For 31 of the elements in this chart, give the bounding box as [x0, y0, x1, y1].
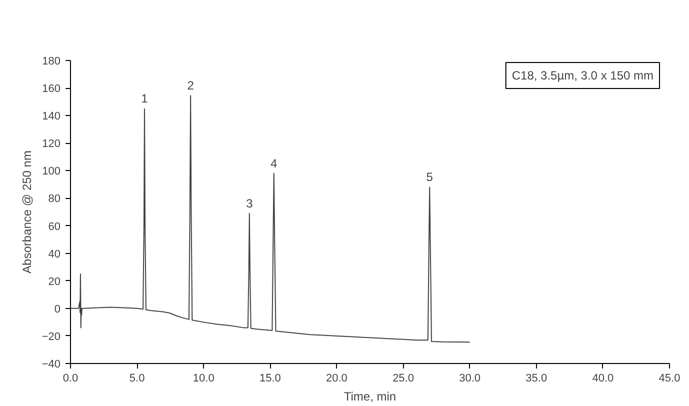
- x-axis-title: Time, min: [344, 390, 396, 404]
- x-tick-label: 45.0: [658, 372, 680, 384]
- x-tick-label: 20.0: [326, 372, 348, 384]
- y-tick-label: 140: [42, 110, 61, 123]
- y-axis-title: Absorbance @ 250 nm: [20, 150, 34, 274]
- x-tick-label: 40.0: [592, 372, 614, 384]
- x-tick-label: 35.0: [526, 372, 548, 384]
- annotation: 3: [246, 196, 254, 210]
- y-tick-label: 60: [48, 220, 61, 233]
- y-tick-label: 40: [48, 248, 61, 260]
- y-tick-label: 0: [54, 303, 61, 316]
- annotation: 1: [141, 92, 148, 106]
- line-series: [70, 95, 470, 343]
- annotation: 4: [270, 156, 278, 170]
- x-tick-label: 0.0: [62, 372, 78, 384]
- y-tick-label: 80: [48, 193, 61, 206]
- x-tick-label: 25.0: [392, 372, 414, 384]
- annotation: 2: [187, 78, 194, 93]
- x-tick-label: 5.0: [129, 372, 145, 384]
- y-tick-label: 100: [42, 166, 61, 178]
- x-tick-label: 15.0: [259, 372, 281, 384]
- annotation: 5: [426, 170, 434, 184]
- y-tick-label: −40: [42, 358, 61, 370]
- y-tick-label: 20: [48, 276, 61, 288]
- y-tick-label: 160: [42, 83, 61, 96]
- x-tick-label: 30.0: [459, 372, 481, 384]
- annotation: C18, 3.5µm, 3.0 x 150 mm: [512, 68, 654, 82]
- y-tick-label: −20: [42, 330, 61, 343]
- y-tick-label: 120: [42, 138, 61, 150]
- y-tick-label: 180: [42, 56, 61, 68]
- x-tick-label: 10.0: [192, 372, 214, 384]
